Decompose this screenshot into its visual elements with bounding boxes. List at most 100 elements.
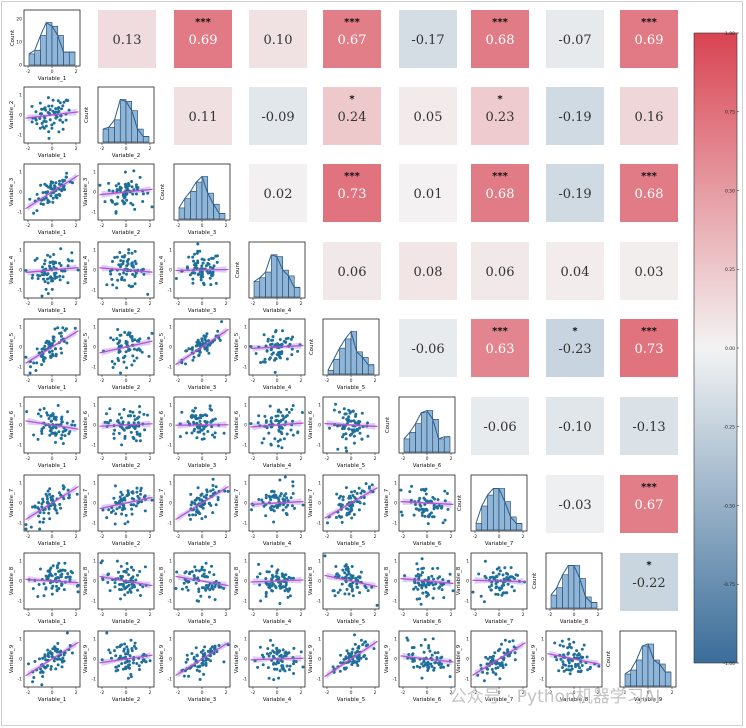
scatter-point — [119, 498, 123, 501]
scatter-point — [326, 521, 329, 525]
hist-bar — [125, 101, 133, 143]
scatter-point — [47, 136, 51, 140]
scatter-point — [491, 571, 495, 575]
scatter-point — [494, 592, 498, 596]
x-axis-label: Variable_2 — [112, 619, 141, 625]
corr-tile — [471, 319, 529, 377]
scatter-point — [184, 579, 188, 583]
scatter-point — [57, 491, 61, 495]
regression-line — [99, 496, 153, 510]
scatter-point — [567, 661, 571, 665]
scatter-point — [443, 518, 447, 522]
scatter-point — [194, 568, 198, 572]
scatter-point — [107, 181, 111, 185]
corr-tile — [620, 242, 678, 300]
hist-bar — [487, 494, 494, 531]
y-tick-label: 0 — [19, 423, 22, 429]
y-tick-label: 0 — [93, 501, 96, 507]
y-axis-label: Variable_8 — [83, 566, 89, 595]
scatter-point — [208, 404, 212, 408]
scatter-point — [194, 513, 198, 517]
hist-bar — [510, 516, 517, 531]
scatter-point — [119, 259, 123, 263]
scatter-point — [206, 657, 210, 661]
scatter-point — [430, 574, 434, 578]
corr-tile — [249, 10, 307, 68]
scatter-point — [355, 582, 359, 586]
y-axis-label: Variable_9 — [531, 644, 537, 673]
scatter-point — [207, 339, 210, 343]
scatter-point — [114, 654, 118, 658]
scatter-point — [133, 585, 136, 589]
scatter-point — [136, 588, 140, 592]
panel-r1-c9: 0.69*** — [620, 10, 678, 68]
colorbar-tick-label: 0.00 — [725, 346, 735, 352]
scatter-point — [354, 412, 358, 416]
y-tick-label: 1 — [169, 637, 172, 643]
significance-stars: * — [572, 326, 578, 337]
x-tick-label: 2 — [225, 456, 228, 462]
x-tick-label: 0 — [350, 612, 353, 618]
scatter-point — [33, 258, 37, 262]
scatter-point — [46, 111, 50, 114]
hist-bar — [293, 287, 301, 298]
scatter-point — [585, 655, 589, 659]
scatter-point — [284, 654, 288, 658]
scatter-point — [202, 503, 206, 507]
scatter-point — [276, 660, 279, 664]
hist-bar — [282, 269, 289, 298]
scatter-point — [335, 572, 339, 576]
x-tick-label: -2 — [26, 534, 31, 540]
regression-line — [25, 420, 79, 430]
scatter-point — [189, 517, 192, 521]
x-axis-label: Variable_3 — [188, 385, 217, 391]
scatter-point — [61, 120, 65, 124]
panel-r1-c6: -0.17 — [399, 10, 457, 68]
y-axis-label: Variable_6 — [9, 410, 15, 439]
scatter-point — [287, 668, 291, 672]
scatter-point — [123, 170, 127, 174]
scatter-point — [285, 664, 289, 668]
scatter-point — [352, 659, 356, 663]
x-axis-label: Variable_4 — [263, 541, 292, 547]
corr-value: 0.05 — [414, 110, 443, 125]
scatter-point — [341, 568, 345, 572]
scatter-point — [564, 663, 567, 667]
scatter-point — [131, 265, 135, 269]
y-tick-label: 1 — [169, 481, 172, 487]
scatter-point — [119, 416, 123, 420]
scatter-point — [190, 413, 194, 417]
scatter-point — [44, 196, 48, 200]
panel-r1-c4: 0.10 — [249, 10, 307, 68]
scatter-point — [47, 655, 51, 659]
scatter-point — [58, 261, 61, 265]
scatter-point — [477, 572, 481, 576]
y-axis-label: Variable_9 — [9, 644, 15, 673]
y-tick-label: -1 — [317, 677, 322, 683]
x-tick-label: 2 — [597, 612, 600, 618]
scatter-point — [58, 118, 62, 122]
y-tick-label: 0 — [466, 579, 469, 585]
scatter-point — [448, 675, 452, 679]
scatter-point — [431, 596, 435, 600]
scatter-point — [357, 500, 361, 504]
y-tick-label: -1 — [168, 288, 173, 294]
scatter-point — [498, 677, 502, 681]
scatter-point — [263, 357, 267, 361]
scatter-point — [278, 338, 282, 341]
scatter-point — [122, 647, 126, 651]
x-tick-label: -2 — [100, 146, 105, 152]
x-tick-label: -2 — [325, 378, 330, 384]
y-tick-label: 0 — [93, 190, 96, 196]
scatter-point — [502, 583, 506, 587]
y-tick-label: -1 — [393, 677, 398, 683]
scatter-point — [32, 676, 36, 679]
scatter-point — [100, 658, 104, 662]
scatter-point — [196, 340, 200, 344]
significance-stars: *** — [344, 17, 360, 28]
scatter-point — [40, 502, 44, 506]
scatter-point — [120, 508, 124, 512]
